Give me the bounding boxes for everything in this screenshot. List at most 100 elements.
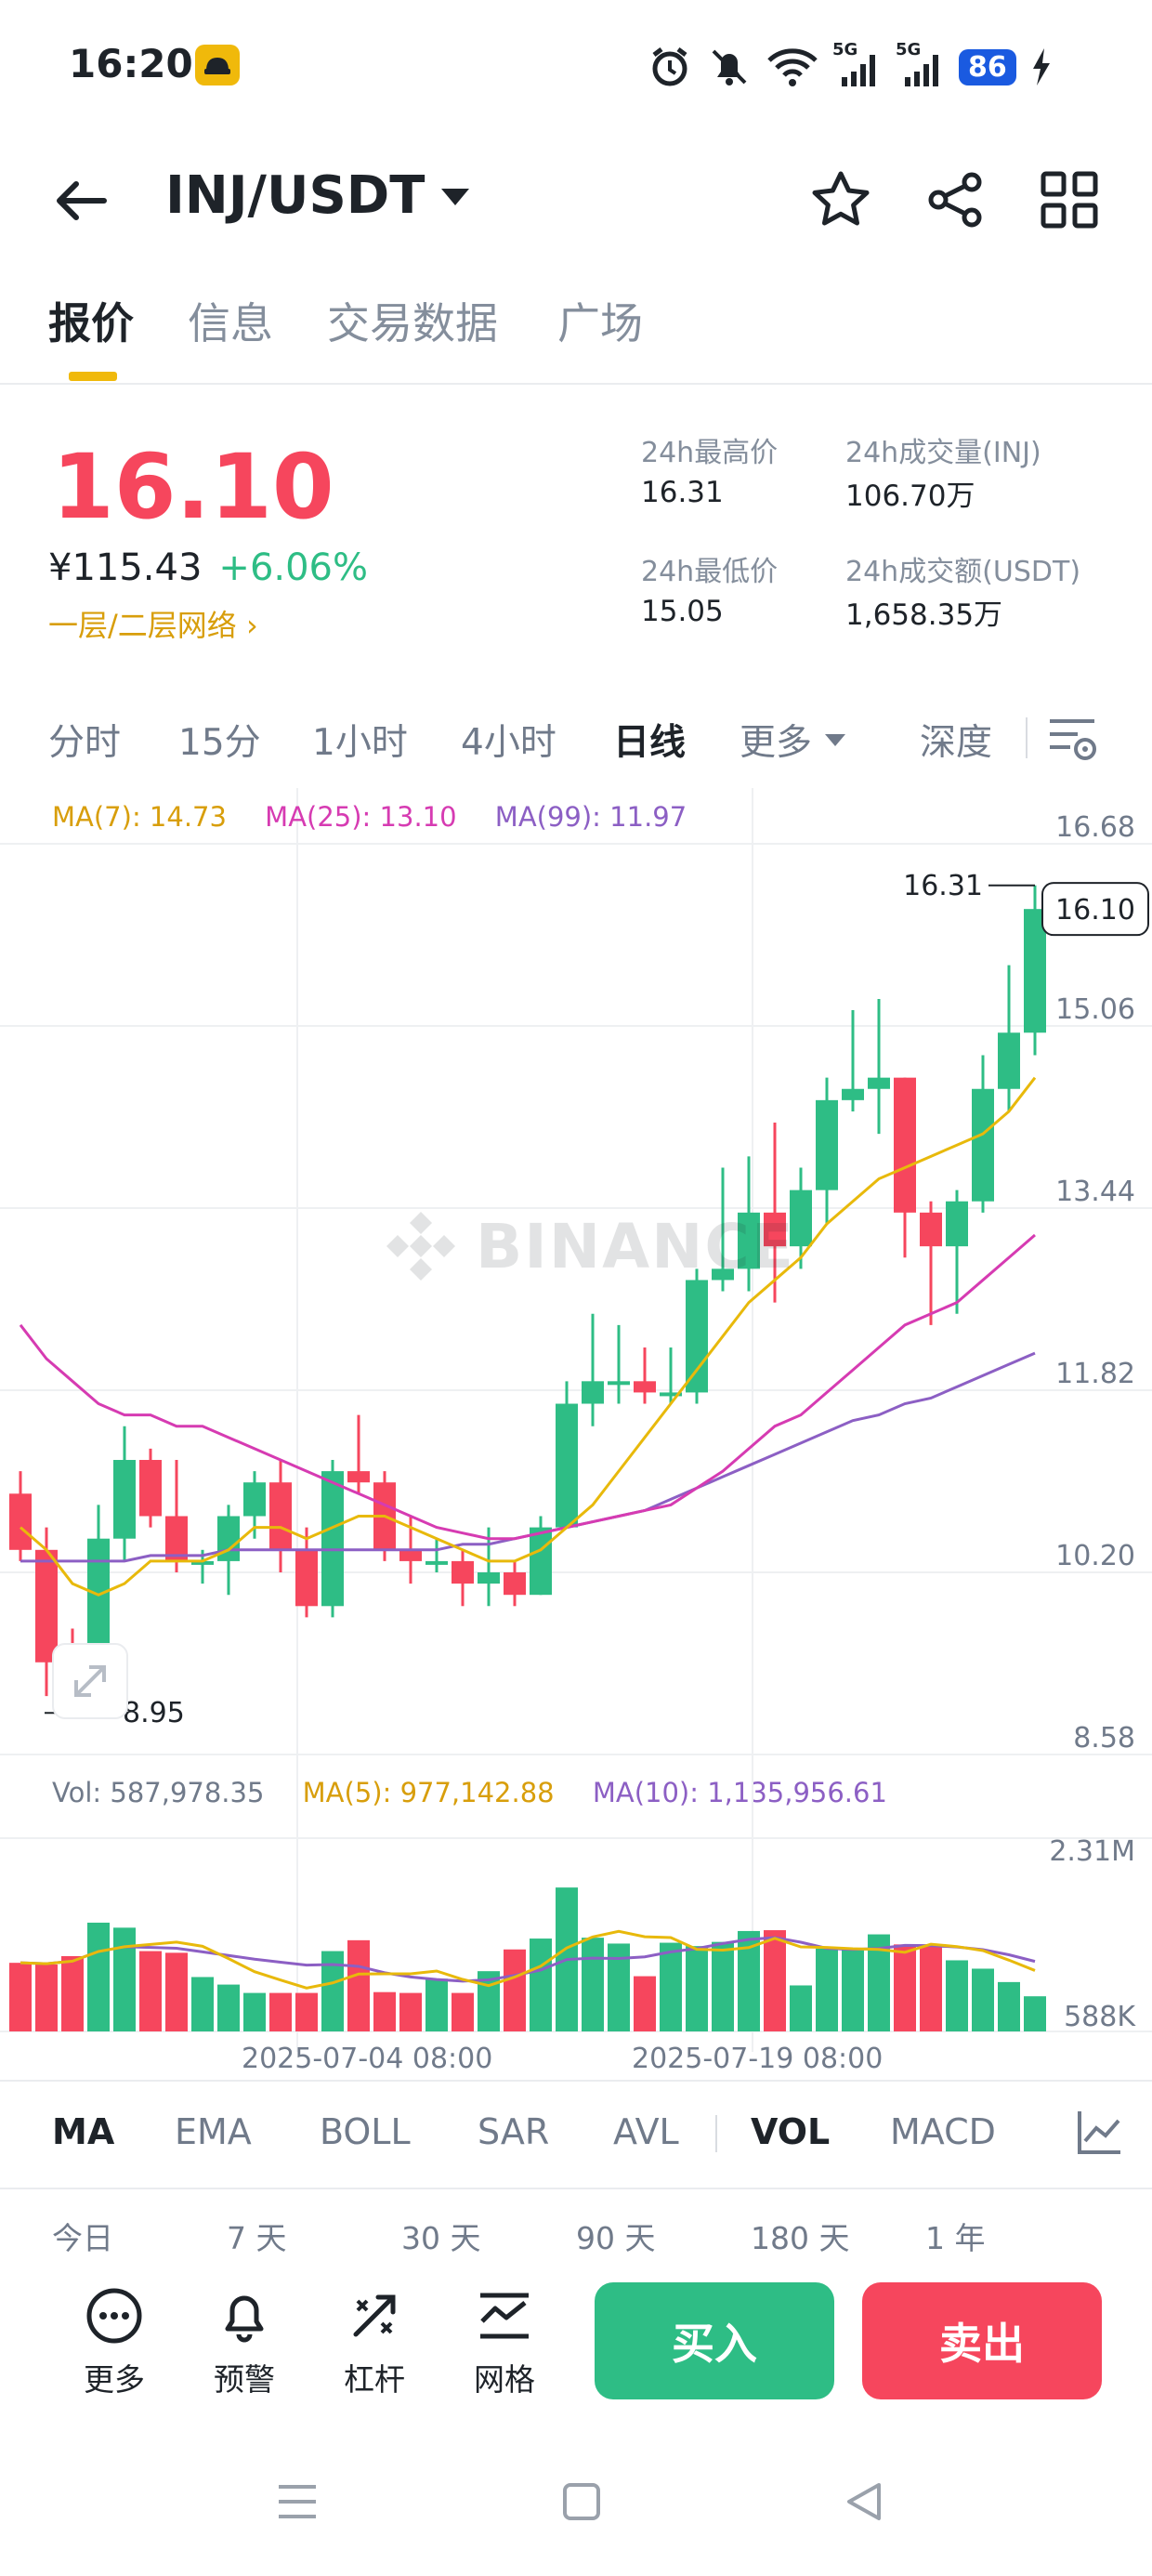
turnover-label: 24h成交额(USDT) [845, 556, 1081, 588]
volume-bar [347, 1939, 370, 2031]
pair-selector[interactable]: INJ/USDT [165, 165, 471, 226]
nav-menu-button[interactable] [275, 2479, 320, 2528]
candle-body [165, 1516, 188, 1561]
leverage-tool[interactable]: 杠杆 [323, 2286, 425, 2399]
volume-bar [139, 1951, 162, 2031]
candle-body [139, 1460, 162, 1517]
tab-info[interactable]: 信息 [188, 298, 273, 348]
candle-body [295, 1549, 318, 1607]
candle-body [868, 1077, 890, 1089]
indicator-ma[interactable]: MA [52, 2111, 115, 2152]
candle-body [347, 1471, 370, 1483]
candlestick-chart[interactable]: 16.68 15.06 13.44 11.82 10.20 8.58 16.31 8.95 16… [0, 788, 1152, 1773]
divider [0, 2188, 1152, 2189]
volume-bar [894, 1944, 916, 2031]
interval-15m[interactable]: 15分 [178, 722, 261, 764]
watermark: BINANCE [381, 1206, 795, 1286]
status-icons: 5G 5G 86 [647, 40, 1054, 93]
period-today[interactable]: 今日 [52, 2220, 113, 2256]
period-30d[interactable]: 30 天 [401, 2220, 481, 2256]
indicator-boll[interactable]: BOLL [320, 2111, 411, 2152]
volume-bar [373, 1991, 396, 2031]
volume-bar [243, 1992, 266, 2031]
menu-icon [279, 2485, 316, 2518]
low-label: 24h最低价 [641, 556, 779, 588]
candle-body [452, 1560, 474, 1584]
favorite-button[interactable] [810, 169, 871, 234]
sell-button[interactable]: 卖出 [862, 2282, 1102, 2399]
volume-bar [998, 1981, 1020, 2031]
vol-ma10-legend: MA(10): 1,135,956.61 [592, 1777, 887, 1808]
period-7d[interactable]: 7 天 [227, 2220, 287, 2256]
indicator-macd[interactable]: MACD [890, 2111, 996, 2152]
expand-chart-button[interactable] [52, 1643, 128, 1719]
candle-body [425, 1560, 448, 1565]
interval-1d[interactable]: 日线 [613, 722, 687, 764]
indicator-vol[interactable]: VOL [751, 2111, 831, 2152]
interval-1h[interactable]: 1小时 [312, 722, 408, 764]
caret-down-icon [441, 188, 470, 205]
high-label: 24h最高价 [641, 437, 779, 469]
grid-trading-tool[interactable]: 网格 [453, 2286, 556, 2399]
buy-button[interactable]: 买入 [595, 2282, 834, 2399]
interval-4h[interactable]: 4小时 [461, 722, 556, 764]
chart-settings-button[interactable] [1046, 712, 1098, 768]
star-icon [812, 171, 870, 226]
alarm-icon [652, 47, 687, 86]
y-tick-label: 15.06 [1055, 993, 1135, 1026]
volume-bar [61, 1955, 84, 2031]
volume-bar [113, 1927, 136, 2031]
indicator-settings-button[interactable] [1076, 2108, 1124, 2160]
volume-chart[interactable]: 2.31M 588K [0, 1773, 1152, 2052]
volume-bar [504, 1949, 526, 2031]
volume-bar [946, 1960, 968, 2031]
interval-timeline[interactable]: 分时 [48, 722, 122, 764]
depth-tab[interactable]: 深度 [920, 722, 993, 764]
more-tool[interactable]: 更多 [63, 2286, 165, 2399]
more-icon [86, 2288, 142, 2344]
network-link[interactable]: 一层/二层网络 › [48, 608, 258, 643]
tab-active-indicator [69, 372, 117, 381]
indicator-avl[interactable]: AVL [613, 2111, 679, 2152]
last-price-tag [1041, 882, 1149, 937]
tab-trading-data[interactable]: 交易数据 [327, 298, 498, 348]
candle-body [478, 1572, 500, 1584]
indicator-ema[interactable]: EMA [175, 2111, 252, 2152]
candle-body [894, 1077, 916, 1213]
x-tick-label: 2025-07-04 08:00 [242, 2043, 493, 2075]
nav-back-button[interactable] [842, 2479, 886, 2528]
candle-body [9, 1493, 32, 1550]
candle-body [1024, 909, 1046, 1033]
grid-menu-button[interactable] [1039, 169, 1100, 234]
caret-down-icon [825, 734, 846, 746]
volume-bar [634, 1976, 656, 2031]
share-button[interactable] [925, 169, 987, 234]
volume-bar [686, 1946, 708, 2031]
alert-tool[interactable]: 预警 [193, 2286, 295, 2399]
candle-body [321, 1471, 344, 1607]
nav-home-button[interactable] [559, 2479, 604, 2528]
wifi-icon [767, 48, 818, 86]
candle-body [920, 1212, 942, 1247]
tab-quote[interactable]: 报价 [48, 298, 134, 348]
candle-body [972, 1088, 994, 1202]
chart-settings-icon [1050, 719, 1096, 760]
volume-bar [582, 1938, 604, 2031]
candle-body [243, 1482, 266, 1517]
volume-bar [790, 1985, 812, 2031]
volume-bar [842, 1948, 864, 2031]
period-90d[interactable]: 90 天 [576, 2220, 656, 2256]
back-button[interactable] [48, 171, 115, 230]
volume-bar [191, 1977, 214, 2031]
high-value: 16.31 [641, 476, 724, 509]
interval-more[interactable]: 更多 [740, 714, 847, 766]
status-time: 16:20 [69, 41, 193, 86]
indicator-sar[interactable]: SAR [478, 2111, 550, 2152]
y-tick-label: 8.58 [1073, 1722, 1135, 1755]
volume-value: 106.70万 [845, 480, 975, 513]
period-180d[interactable]: 180 天 [751, 2220, 850, 2256]
divider [0, 2080, 1152, 2082]
period-1y[interactable]: 1 年 [925, 2220, 986, 2256]
tab-square[interactable]: 广场 [557, 298, 643, 348]
arrow-left-icon [57, 181, 107, 220]
